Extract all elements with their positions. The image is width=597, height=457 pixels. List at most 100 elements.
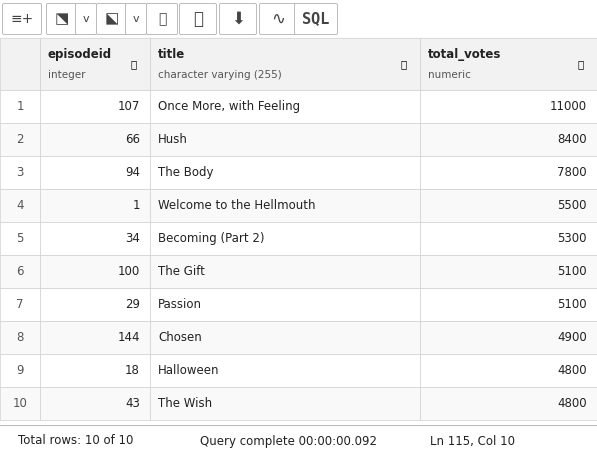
Text: 144: 144 bbox=[118, 331, 140, 344]
Text: 10: 10 bbox=[13, 397, 27, 410]
Text: 4900: 4900 bbox=[557, 331, 587, 344]
Text: 8: 8 bbox=[16, 331, 24, 344]
Text: Halloween: Halloween bbox=[158, 364, 220, 377]
Text: ≡+: ≡+ bbox=[10, 12, 33, 26]
Bar bbox=[420, 156, 597, 189]
Text: 1: 1 bbox=[133, 199, 140, 212]
Bar bbox=[0, 354, 40, 387]
Text: 3: 3 bbox=[16, 166, 24, 179]
Text: 1: 1 bbox=[16, 100, 24, 113]
Bar bbox=[0, 387, 40, 420]
Text: Ln 115, Col 10: Ln 115, Col 10 bbox=[430, 435, 515, 447]
FancyBboxPatch shape bbox=[146, 4, 177, 34]
Text: title: title bbox=[158, 48, 185, 61]
Bar bbox=[420, 189, 597, 222]
Text: 94: 94 bbox=[125, 166, 140, 179]
Text: 4800: 4800 bbox=[558, 364, 587, 377]
Bar bbox=[40, 90, 150, 123]
Text: Once More, with Feeling: Once More, with Feeling bbox=[158, 100, 300, 113]
Bar bbox=[40, 321, 150, 354]
Text: 29: 29 bbox=[125, 298, 140, 311]
Bar bbox=[150, 288, 420, 321]
Bar bbox=[420, 123, 597, 156]
Text: ⬕: ⬕ bbox=[105, 11, 119, 27]
FancyBboxPatch shape bbox=[294, 4, 337, 34]
Bar bbox=[150, 123, 420, 156]
Text: 6: 6 bbox=[16, 265, 24, 278]
Text: 🔒: 🔒 bbox=[131, 59, 137, 69]
Text: Chosen: Chosen bbox=[158, 331, 202, 344]
Text: 7: 7 bbox=[16, 298, 24, 311]
Bar bbox=[150, 38, 420, 90]
FancyBboxPatch shape bbox=[97, 4, 128, 34]
Text: v: v bbox=[83, 14, 90, 24]
Text: character varying (255): character varying (255) bbox=[158, 70, 282, 80]
Bar bbox=[0, 189, 40, 222]
Text: 43: 43 bbox=[125, 397, 140, 410]
Bar bbox=[40, 354, 150, 387]
Text: Total rows: 10 of 10: Total rows: 10 of 10 bbox=[18, 435, 133, 447]
Bar bbox=[40, 156, 150, 189]
Text: 8400: 8400 bbox=[558, 133, 587, 146]
Text: 100: 100 bbox=[118, 265, 140, 278]
Text: The Body: The Body bbox=[158, 166, 214, 179]
Text: 5500: 5500 bbox=[558, 199, 587, 212]
Bar bbox=[40, 38, 150, 90]
FancyBboxPatch shape bbox=[125, 4, 146, 34]
Bar bbox=[0, 38, 40, 90]
FancyBboxPatch shape bbox=[220, 4, 257, 34]
Bar bbox=[150, 189, 420, 222]
Text: 4: 4 bbox=[16, 199, 24, 212]
Text: 4800: 4800 bbox=[558, 397, 587, 410]
Text: 7800: 7800 bbox=[558, 166, 587, 179]
Bar bbox=[0, 90, 40, 123]
FancyBboxPatch shape bbox=[180, 4, 217, 34]
Bar bbox=[420, 354, 597, 387]
Text: 🗄: 🗄 bbox=[193, 10, 203, 28]
Bar bbox=[40, 222, 150, 255]
Bar bbox=[420, 38, 597, 90]
Text: ⬇: ⬇ bbox=[231, 10, 245, 28]
Bar bbox=[40, 255, 150, 288]
Text: v: v bbox=[133, 14, 139, 24]
Text: episodeid: episodeid bbox=[48, 48, 112, 61]
Text: 34: 34 bbox=[125, 232, 140, 245]
Bar bbox=[420, 222, 597, 255]
Text: SQL: SQL bbox=[302, 11, 330, 27]
Bar bbox=[150, 90, 420, 123]
Text: Hush: Hush bbox=[158, 133, 188, 146]
Bar bbox=[150, 222, 420, 255]
Bar bbox=[420, 288, 597, 321]
Text: 11000: 11000 bbox=[550, 100, 587, 113]
Text: Passion: Passion bbox=[158, 298, 202, 311]
Text: 107: 107 bbox=[118, 100, 140, 113]
Text: ⬔: ⬔ bbox=[55, 11, 69, 27]
Bar bbox=[150, 354, 420, 387]
Bar bbox=[40, 288, 150, 321]
Text: 🔒: 🔒 bbox=[578, 59, 584, 69]
Text: The Gift: The Gift bbox=[158, 265, 205, 278]
Bar bbox=[420, 387, 597, 420]
Bar bbox=[150, 156, 420, 189]
Text: 9: 9 bbox=[16, 364, 24, 377]
Bar bbox=[0, 255, 40, 288]
FancyBboxPatch shape bbox=[75, 4, 97, 34]
Text: 5100: 5100 bbox=[558, 298, 587, 311]
Bar bbox=[40, 387, 150, 420]
Text: The Wish: The Wish bbox=[158, 397, 212, 410]
Bar bbox=[150, 387, 420, 420]
Text: 5100: 5100 bbox=[558, 265, 587, 278]
FancyBboxPatch shape bbox=[47, 4, 78, 34]
Text: 66: 66 bbox=[125, 133, 140, 146]
Text: integer: integer bbox=[48, 70, 85, 80]
Text: Becoming (Part 2): Becoming (Part 2) bbox=[158, 232, 264, 245]
Bar bbox=[40, 123, 150, 156]
Bar bbox=[150, 255, 420, 288]
Bar bbox=[150, 321, 420, 354]
Text: 5300: 5300 bbox=[558, 232, 587, 245]
Text: 2: 2 bbox=[16, 133, 24, 146]
Bar bbox=[0, 222, 40, 255]
Text: Welcome to the Hellmouth: Welcome to the Hellmouth bbox=[158, 199, 315, 212]
Text: 🔒: 🔒 bbox=[401, 59, 407, 69]
Text: ∿: ∿ bbox=[271, 10, 285, 28]
